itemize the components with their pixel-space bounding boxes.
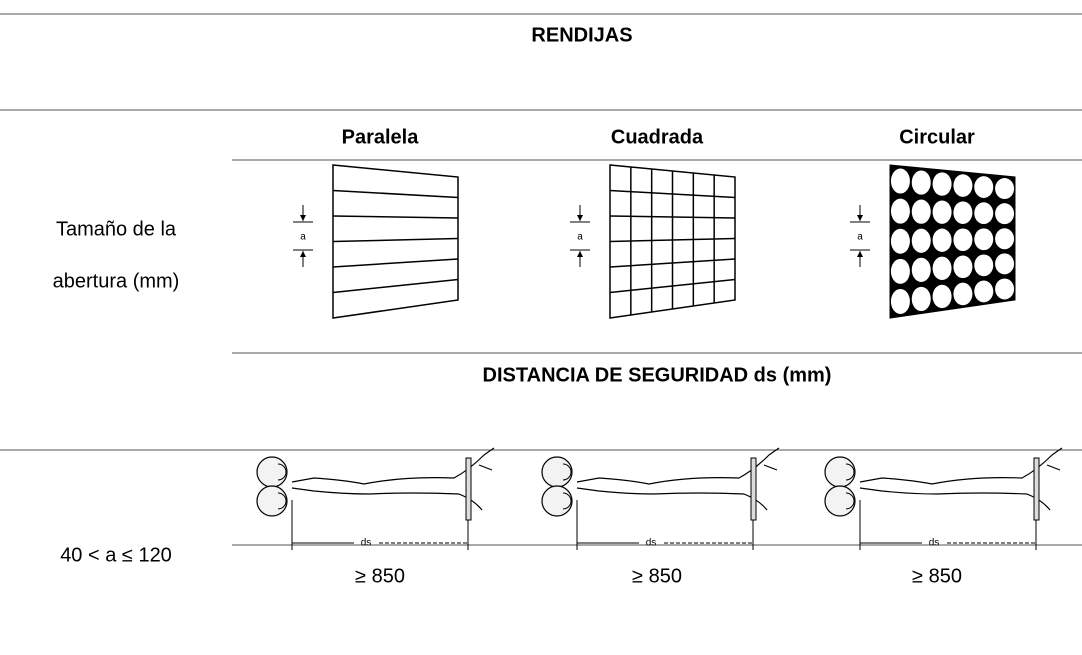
marker-arrow <box>300 251 306 257</box>
gauge-bar <box>332 237 459 243</box>
illustrations: a a a ds ds ds <box>256 164 1063 550</box>
aperture-label: a <box>577 232 583 243</box>
roller <box>824 485 856 517</box>
distance-value: ≥ 850 <box>912 565 962 587</box>
roller-arrow <box>277 492 287 510</box>
section-header: DISTANCIA DE SEGURIDAD ds (mm) <box>483 364 832 386</box>
gauge-hole <box>953 255 973 279</box>
aperture-label: a <box>300 232 306 243</box>
arm <box>291 447 495 511</box>
marker-arrow <box>577 215 583 221</box>
gauge-hole <box>890 198 910 224</box>
gauge-hole <box>932 256 952 281</box>
gauge-hole <box>974 254 994 277</box>
distance-label: ds <box>361 538 372 549</box>
gauge-bar <box>332 258 459 268</box>
gauge-hole <box>911 257 931 282</box>
gauge-hole <box>932 172 952 196</box>
row-label: 40 < a ≤ 120 <box>60 544 172 566</box>
column-header: Circular <box>899 126 975 148</box>
gauge-hole <box>995 253 1015 275</box>
roller-arrow <box>845 463 855 481</box>
gauge-hole <box>890 288 910 314</box>
roller <box>256 456 288 488</box>
distance-value: ≥ 850 <box>632 565 682 587</box>
column-header: Cuadrada <box>611 126 704 148</box>
guard <box>465 457 472 521</box>
distance-label: ds <box>646 538 657 549</box>
guard <box>1033 457 1040 521</box>
roller-arrow <box>562 463 572 481</box>
column-header: Paralela <box>342 126 420 148</box>
distance-value: ≥ 850 <box>355 565 405 587</box>
gauge-hole <box>911 170 931 195</box>
marker-arrow <box>577 251 583 257</box>
roller-arrow <box>845 492 855 510</box>
gauge-bar <box>332 278 459 294</box>
gauge-hole <box>953 201 973 224</box>
marker-arrow <box>857 251 863 257</box>
gauge-hole <box>995 178 1015 200</box>
gauge-hole <box>932 200 952 224</box>
gauge-hole <box>995 203 1015 225</box>
gauge-hole <box>974 176 994 198</box>
roller-arrow <box>277 463 287 481</box>
gauge-bar <box>332 189 459 199</box>
gauge-hole <box>974 202 994 225</box>
roller <box>541 456 573 488</box>
gauge-hole <box>890 258 910 284</box>
arm <box>859 447 1063 511</box>
gauge-hole <box>995 228 1015 250</box>
gauge-hole <box>932 284 952 309</box>
marker-arrow <box>300 215 306 221</box>
gauge-hole <box>995 278 1015 300</box>
table-title: RENDIJAS <box>531 24 632 46</box>
row-label: abertura (mm) <box>53 270 180 292</box>
gauge-bar <box>332 215 459 219</box>
gauge-hole <box>911 286 931 312</box>
roller <box>824 456 856 488</box>
gauge-hole <box>890 228 910 254</box>
gauge-hole <box>953 282 973 306</box>
aperture-label: a <box>857 232 863 243</box>
gauge-hole <box>953 174 973 197</box>
guard <box>750 457 757 521</box>
row-label: Tamaño de la <box>56 218 177 240</box>
distance-label: ds <box>929 538 940 549</box>
arm <box>576 447 780 511</box>
gauge-hole <box>953 228 973 252</box>
roller <box>256 485 288 517</box>
marker-arrow <box>857 215 863 221</box>
roller <box>541 485 573 517</box>
gauge-hole <box>974 228 994 251</box>
gauge-hole <box>911 228 931 253</box>
gauge-hole <box>890 168 910 194</box>
gauge-hole <box>974 280 994 303</box>
gauge-hole <box>911 199 931 224</box>
gauge-hole <box>932 228 952 252</box>
roller-arrow <box>562 492 572 510</box>
